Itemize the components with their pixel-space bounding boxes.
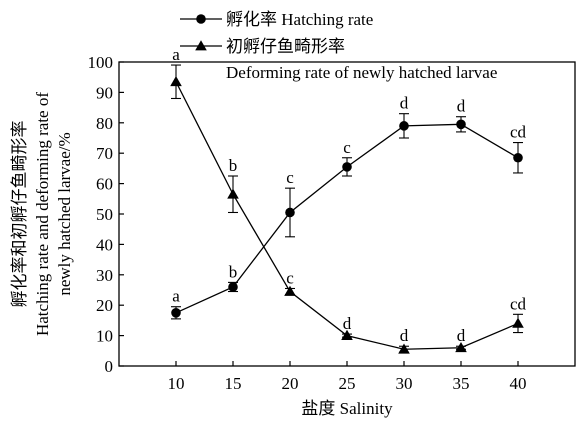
x-tick-label: 15 [225, 374, 242, 393]
y-tick-label: 50 [96, 205, 113, 224]
y-axis-label-line: Hatching rate and deforming rate of [33, 92, 52, 336]
x-tick-label: 40 [510, 374, 527, 393]
significance-label: d [400, 326, 409, 345]
y-axis-label-line: 孵化率和初孵仔鱼畸形率 [10, 121, 29, 308]
y-tick-label: 80 [96, 114, 113, 133]
x-axis-label: 盐度 Salinity [301, 399, 393, 418]
data-point [285, 207, 295, 218]
legend-label: 初孵仔鱼畸形率 [226, 37, 345, 56]
data-point [456, 119, 466, 130]
x-tick-label: 30 [396, 374, 413, 393]
x-tick-label: 25 [339, 374, 356, 393]
significance-label: cd [510, 294, 527, 313]
data-point [513, 152, 523, 163]
significance-label: d [457, 326, 466, 345]
significance-label: b [229, 156, 238, 175]
significance-label: d [343, 314, 352, 333]
legend-marker [196, 14, 206, 24]
legend: 孵化率 Hatching rate 初孵仔鱼畸形率 Deforming rate o… [180, 10, 497, 82]
significance-label: d [457, 97, 466, 116]
significance-label: a [172, 45, 180, 64]
y-axis-label-line: newly hatched larvae/% [55, 132, 74, 295]
y-tick-label: 20 [96, 296, 113, 315]
data-point [341, 329, 353, 340]
y-tick-label: 60 [96, 175, 113, 194]
significance-label: c [286, 268, 294, 287]
legend-entry: 孵化率 Hatching rate [180, 10, 373, 29]
data-point [455, 341, 467, 353]
legend-label: 孵化率 Hatching rate [226, 10, 373, 29]
significance-label: c [343, 138, 351, 157]
data-point [512, 317, 524, 328]
data-point [398, 343, 410, 354]
y-tick-label: 70 [96, 144, 113, 163]
series-line [175, 81, 519, 350]
y-tick-label: 30 [96, 266, 113, 285]
data-point [342, 162, 352, 172]
data-point [284, 285, 296, 296]
y-tick-label: 10 [96, 327, 113, 346]
legend-entry: 初孵仔鱼畸形率 Deforming rate of newly hatched l… [180, 37, 497, 82]
x-axis: 10 15 20 25 30 35 40 [168, 361, 527, 393]
significance-label: a [172, 287, 180, 306]
data-point [227, 188, 239, 199]
data-point [171, 308, 181, 318]
y-tick-label: 90 [96, 83, 113, 102]
significance-label: cd [510, 123, 527, 142]
y-axis-label: 孵化率和初孵仔鱼畸形率 Hatching rate and deforming r… [10, 92, 74, 336]
x-tick-label: 35 [453, 374, 470, 393]
y-tick-label: 0 [105, 357, 114, 376]
data-point [170, 75, 182, 87]
y-axis: 0 10 20 30 40 50 60 70 80 90 100 [88, 53, 124, 376]
significance-label: b [229, 262, 238, 281]
data-point [399, 121, 409, 131]
legend-label-line2: Deforming rate of newly hatched larvae [226, 63, 497, 82]
legend-marker [195, 40, 207, 51]
x-tick-label: 20 [282, 374, 299, 393]
data-point [228, 282, 238, 292]
significance-label: c [286, 168, 294, 187]
y-tick-label: 40 [96, 235, 113, 254]
x-tick-label: 10 [168, 374, 185, 393]
y-tick-label: 100 [88, 53, 114, 72]
significance-label: d [400, 94, 409, 113]
